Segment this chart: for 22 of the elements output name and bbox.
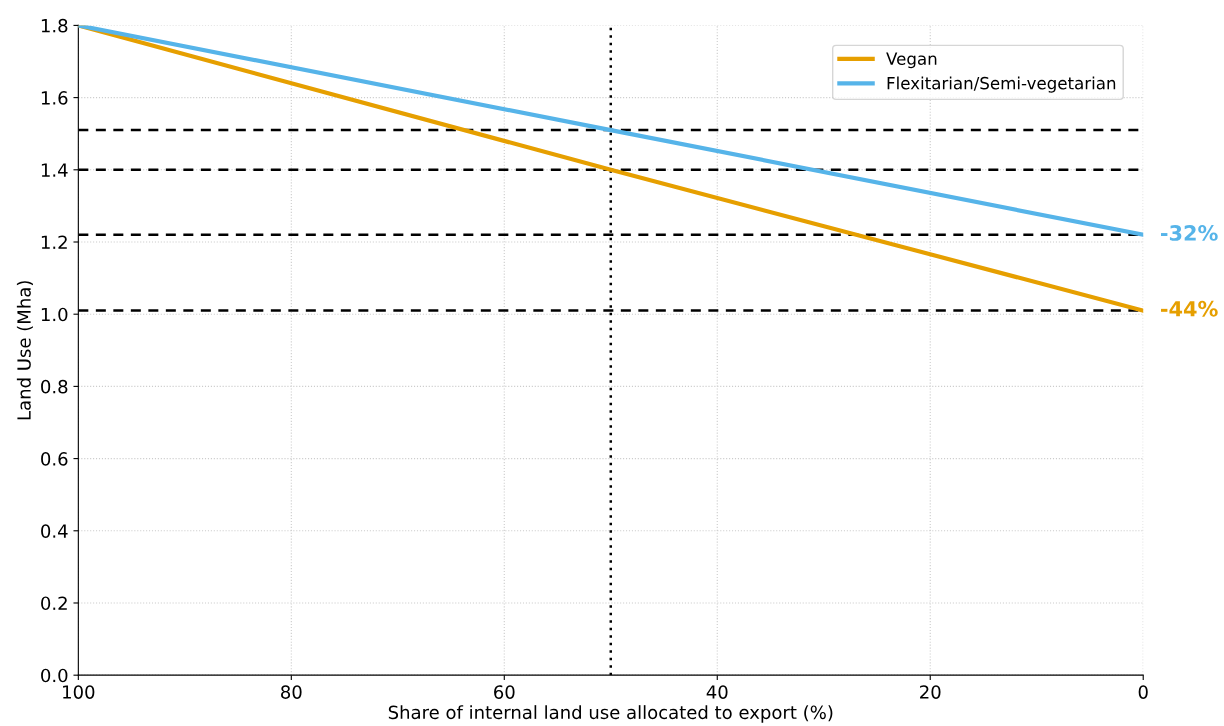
y-axis-title: Land Use (Mha) [16,281,33,420]
annotation: -44% [1161,300,1218,317]
legend-label: Vegan [886,52,937,69]
x-tick-label: 100 [63,685,95,699]
x-tick-label: 40 [706,685,728,699]
annotation: -32% [1161,225,1218,241]
y-tick-label: 0.8 [41,379,68,394]
y-tick-label: 0.4 [41,524,68,538]
y-tick-label: 0.6 [41,452,68,466]
legend-label: Flexitarian/Semi-vegetarian [887,76,1116,93]
x-tick-label: 0 [1138,685,1148,699]
y-tick-label: 1.4 [41,163,68,177]
y-tick-label: 1.6 [41,91,68,105]
x-tick-label: 80 [281,685,302,699]
y-tick-label: 0.2 [41,596,67,611]
x-tick-label: 60 [494,685,515,699]
y-tick-label: 1.8 [41,18,68,33]
x-axis-title: Share of internal land use allocated to export (%) [388,705,833,723]
y-tick-label: 1.0 [41,307,68,322]
y-tick-label: 1.2 [41,235,67,249]
x-tick-label: 20 [920,685,941,699]
y-tick-label: 0.0 [41,668,68,683]
